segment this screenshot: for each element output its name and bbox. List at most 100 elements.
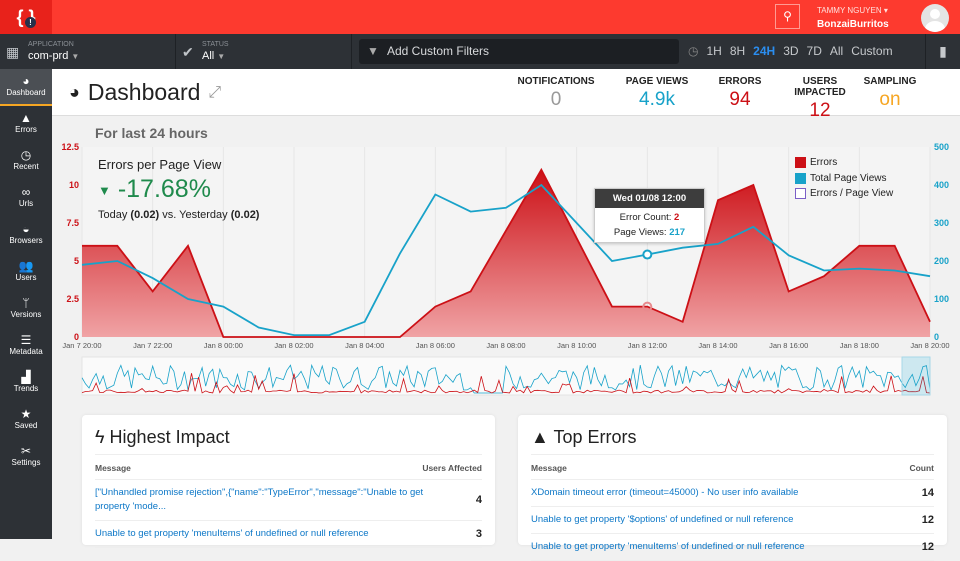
- top-errors-title: ▲ Top Errors: [531, 427, 934, 455]
- error-message-link[interactable]: Unable to get property 'menuItems' of un…: [531, 541, 805, 552]
- sidebar-item-urls[interactable]: ∞ Urls: [0, 180, 52, 217]
- stat-errors[interactable]: ERRORS 94: [700, 76, 780, 111]
- errors-hover-marker: [642, 301, 653, 312]
- dashboard-icon: ◕: [22, 74, 30, 88]
- stat-page-views[interactable]: PAGE VIEWS 4.9k: [617, 76, 697, 111]
- logo[interactable]: { }!: [0, 0, 52, 34]
- x-tick-label: Jan 8 14:00: [698, 341, 737, 350]
- sidebar-item-metadata[interactable]: ☰ Metadata: [0, 328, 52, 365]
- custom-filter-input[interactable]: ▼ Add Custom Filters: [359, 39, 679, 64]
- summary-title: Errors per Page View: [98, 157, 222, 172]
- errors-pageviews-chart[interactable]: Jan 7 20:00 Jan 7 22:00 Jan 8 00:00 Jan 8 0…: [52, 140, 960, 400]
- stat-value: 0: [550, 89, 562, 110]
- legend-page-views[interactable]: Total Page Views: [795, 171, 893, 187]
- x-tick-label: Jan 8 00:00: [204, 341, 243, 350]
- metadata-icon: ☰: [20, 333, 32, 347]
- y-left-tick-label: 5: [74, 256, 79, 266]
- bookmark-button[interactable]: ▮: [925, 34, 960, 69]
- summary-change: -17.68%: [117, 175, 211, 203]
- sidebar: ◕ Dashboard ▲ Errors ◷ Recent ∞ Urls ◒ Browsers 👥 U…: [0, 69, 52, 539]
- stat-notifications[interactable]: NOTIFICATIONS 0: [516, 76, 596, 111]
- row-value: 3: [475, 528, 482, 540]
- sidebar-item-browsers[interactable]: ◒ Browsers: [0, 217, 52, 254]
- settings-icon: ✂: [20, 444, 32, 458]
- sidebar-item-dashboard[interactable]: ◕ Dashboard: [0, 69, 52, 106]
- search-button[interactable]: ⚲: [775, 4, 800, 29]
- table-row: Unable to get property 'menuItems' of un…: [531, 534, 934, 561]
- filter-icon: ▼: [367, 44, 379, 58]
- error-message-link[interactable]: ["Unhandled promise rejection",{"name":"…: [95, 487, 424, 512]
- row-value: 12: [921, 541, 934, 553]
- errors-per-page-view-summary: Errors per Page View ▼ -17.68% Today (0.…: [98, 157, 259, 221]
- sidebar-item-errors[interactable]: ▲ Errors: [0, 106, 52, 143]
- sidebar-item-label: Dashboard: [6, 88, 46, 97]
- y-left-tick-label: 2.5: [66, 294, 79, 304]
- sidebar-item-versions[interactable]: ᛘ Versions: [0, 291, 52, 328]
- application-label: APPLICATION: [28, 41, 74, 48]
- trends-icon: ▟: [21, 370, 31, 384]
- error-message-link[interactable]: Unable to get property '$options' of und…: [531, 514, 794, 525]
- y-left-tick-label: 12.5: [61, 142, 79, 152]
- errors-area: [82, 169, 930, 337]
- sidebar-item-settings[interactable]: ✂ Settings: [0, 439, 52, 476]
- stat-users-impacted[interactable]: USERS IMPACTED 12: [780, 76, 860, 122]
- range-custom[interactable]: Custom: [851, 44, 893, 58]
- error-message-link[interactable]: Unable to get property 'menuItems' of un…: [95, 528, 369, 539]
- browsers-icon: ◒: [22, 222, 30, 236]
- highest-impact-title: ϟ Highest Impact: [95, 427, 482, 455]
- table-row: ["Unhandled promise rejection",{"name":"…: [95, 480, 482, 521]
- application-selector[interactable]: ▦ APPLICATION com-prd ▼: [0, 34, 176, 69]
- sidebar-item-trends[interactable]: ▟ Trends: [0, 365, 52, 402]
- bolt-icon: ϟ: [95, 427, 105, 447]
- custom-filter-placeholder: Add Custom Filters: [387, 44, 490, 58]
- y-left-tick-label: 7.5: [66, 218, 79, 228]
- grid-plus-icon: ▦: [6, 44, 20, 60]
- search-icon: ⚲: [783, 9, 792, 23]
- range-all[interactable]: All: [829, 44, 844, 58]
- y-right-tick-label: 400: [934, 180, 949, 190]
- x-tick-label: Jan 8 02:00: [274, 341, 313, 350]
- status-selector[interactable]: ✔ STATUS All ▼: [176, 34, 352, 69]
- users-icon: 👥: [18, 259, 34, 273]
- stat-label: ERRORS: [718, 76, 762, 87]
- range-3d[interactable]: 3D: [783, 44, 799, 58]
- user-menu[interactable]: TAMMY NGUYEN ▾ BonzaiBurritos: [817, 6, 889, 30]
- org-name: BonzaiBurritos: [817, 19, 889, 30]
- versions-icon: ᛘ: [22, 296, 30, 310]
- range-8h[interactable]: 8H: [729, 44, 746, 58]
- expand-icon[interactable]: ⤢: [208, 83, 222, 101]
- x-tick-label: Jan 8 18:00: [840, 341, 879, 350]
- stat-sampling[interactable]: SAMPLING on: [850, 76, 930, 111]
- range-7d[interactable]: 7D: [806, 44, 822, 58]
- navigator-selection[interactable]: [901, 356, 931, 396]
- time-subtitle: For last 24 hours: [95, 125, 208, 141]
- errors-icon: ▲: [20, 111, 32, 125]
- clock-icon: ◷: [688, 44, 699, 58]
- x-tick-label: Jan 8 08:00: [486, 341, 525, 350]
- table-row: Unable to get property 'menuItems' of un…: [95, 521, 482, 548]
- chart-legend: Errors Total Page Views Errors / Page Vi…: [795, 155, 893, 202]
- y-right-tick-label: 300: [934, 218, 949, 228]
- sidebar-item-saved[interactable]: ★ Saved: [0, 402, 52, 439]
- range-1h[interactable]: 1H: [706, 44, 722, 58]
- urls-icon: ∞: [21, 185, 31, 199]
- sidebar-item-label: Settings: [11, 458, 41, 467]
- y-right-tick-label: 200: [934, 256, 949, 266]
- x-tick-label: Jan 8 10:00: [557, 341, 596, 350]
- status-value: All ▼: [202, 50, 226, 62]
- page-views-line: [81, 183, 931, 337]
- highest-impact-card: ϟ Highest Impact Message Users Affected […: [82, 415, 495, 548]
- legend-errors[interactable]: Errors: [795, 155, 893, 171]
- sidebar-item-label: Versions: [10, 310, 42, 319]
- x-tick-label: Jan 7 20:00: [62, 341, 101, 350]
- legend-errors-per-page-view[interactable]: Errors / Page View: [795, 186, 893, 202]
- avatar[interactable]: [921, 4, 949, 32]
- recent-icon: ◷: [20, 148, 32, 162]
- error-message-link[interactable]: XDomain timeout error (timeout=45000) - …: [531, 487, 799, 498]
- sidebar-item-label: Browsers: [9, 236, 43, 245]
- sidebar-item-recent[interactable]: ◷ Recent: [0, 143, 52, 180]
- range-24h[interactable]: 24H: [753, 44, 776, 58]
- sidebar-item-users[interactable]: 👥 Users: [0, 254, 52, 291]
- stat-value: 12: [809, 100, 831, 121]
- down-triangle-icon: ▼: [98, 182, 111, 198]
